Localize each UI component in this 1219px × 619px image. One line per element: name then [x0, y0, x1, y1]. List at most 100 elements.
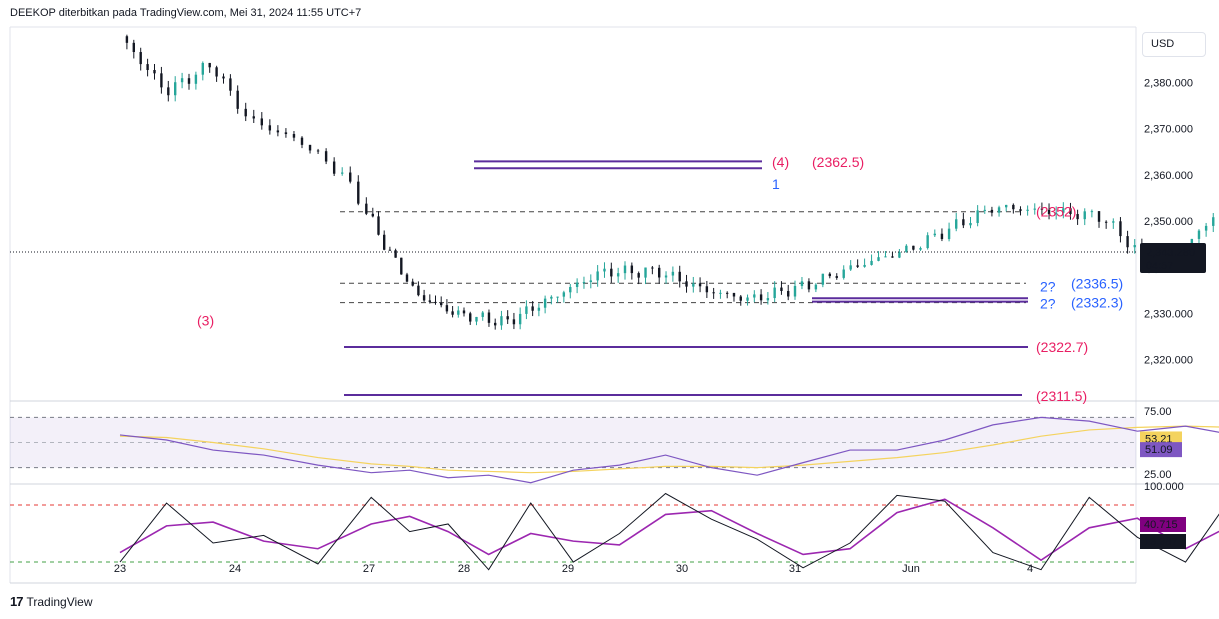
candle-body [732, 292, 736, 297]
candle-body [1126, 236, 1129, 248]
candle-body [705, 286, 709, 293]
candle-body [132, 42, 135, 53]
candle-body [174, 82, 177, 96]
brand-name: TradingView [26, 594, 93, 609]
candle-body [990, 209, 994, 213]
price-tick-label: 2,320.000 [1144, 354, 1193, 366]
candle-body [828, 273, 831, 277]
candle-body [308, 144, 312, 151]
candle-body [252, 116, 255, 119]
stoch-k-line [119, 492, 1219, 571]
candle-body [637, 273, 640, 278]
level-2332-3-wave-label: 2? [1040, 296, 1056, 312]
candle-body [284, 132, 288, 135]
time-tick-label: 23 [114, 563, 126, 575]
candle-body [341, 172, 344, 174]
candle-body [244, 108, 247, 117]
candle-body [332, 161, 336, 174]
candle-body [550, 296, 553, 299]
rsi-line [119, 416, 1219, 484]
candle-body [603, 268, 606, 272]
currency-button[interactable]: USD [1142, 32, 1206, 57]
candle-body [766, 298, 770, 301]
candle-body [1083, 211, 1086, 220]
candle-body [610, 268, 613, 277]
candle-body [582, 281, 586, 283]
candle-body [891, 256, 894, 258]
time-tick-label: 31 [789, 563, 801, 575]
candle-body [411, 281, 414, 286]
candle-body [1033, 208, 1036, 210]
candle-body [856, 265, 859, 267]
candle-body [912, 245, 915, 250]
level-lines [340, 160, 1028, 396]
candle-body [884, 256, 887, 258]
candle-body [405, 274, 409, 282]
candle-body [562, 292, 566, 297]
time-tick-label: 4 [1027, 563, 1033, 575]
candle-body [905, 245, 908, 253]
price-axis[interactable]: 2,320.0002,330.0002,340.0002,350.0002,36… [1144, 77, 1193, 366]
level-2311-5-label: (2311.5) [1036, 388, 1087, 404]
level-2362-5-value: (2362.5) [812, 154, 864, 170]
candle-body [260, 118, 263, 126]
price-tick-label: 2,370.000 [1144, 124, 1193, 136]
candle-body [1133, 245, 1136, 248]
candle-body [1076, 214, 1079, 220]
candle-body [543, 298, 547, 308]
candle-body [139, 52, 142, 65]
candle-body [167, 87, 170, 96]
price-tick-label: 2,330.000 [1144, 308, 1193, 320]
candle-body [422, 295, 426, 301]
candle-body [664, 275, 668, 278]
candle-body [194, 74, 198, 84]
tradingview-logo[interactable]: 17 TradingView [10, 594, 93, 609]
candle-body [1012, 204, 1015, 210]
candle-body [671, 271, 675, 276]
pane-frames [9, 26, 1219, 584]
candle-body [316, 150, 320, 152]
candle-body [512, 319, 516, 325]
candle-body [814, 284, 818, 290]
candle-body [997, 207, 1001, 213]
candle-body [1069, 208, 1072, 215]
candle-body [357, 181, 360, 204]
rsi-ma-line [119, 425, 1219, 474]
candle-body [506, 316, 509, 320]
time-axis[interactable]: 23 24 27 28 29 30 31 Jun 4 [114, 563, 1033, 575]
last-price-tag [1140, 242, 1206, 273]
candle-body [494, 322, 497, 326]
candle-body [531, 306, 534, 311]
price-tick-label: 2,360.000 [1144, 170, 1193, 182]
candle-body [692, 283, 695, 287]
candle-body [428, 300, 431, 302]
candle-body [125, 36, 129, 43]
candle-body [440, 302, 443, 306]
candle-body [1019, 209, 1022, 211]
candle-body [821, 273, 825, 285]
candle-body [685, 281, 688, 287]
candle-body [518, 313, 522, 325]
candle-body [658, 267, 661, 278]
wave-4-label: (4) [772, 154, 789, 170]
candle-body [365, 203, 368, 214]
time-tick-label: 30 [676, 563, 688, 575]
last-price-value: 2,343.280 [1146, 247, 1195, 259]
candle-body [940, 233, 944, 240]
candle-body [644, 267, 647, 278]
candle-body [793, 285, 797, 297]
candle-body [759, 294, 763, 301]
publisher-line: DEEKOP diterbitkan pada TradingView.com,… [10, 7, 362, 19]
candle-body [201, 62, 204, 75]
candle-body [292, 134, 296, 138]
candle-body [208, 62, 211, 68]
candle-body [1062, 208, 1065, 213]
candle-body [236, 90, 239, 109]
candle-body [678, 271, 681, 282]
candle-body [500, 316, 503, 326]
candle-body [616, 273, 620, 277]
candle-body [153, 70, 156, 74]
candle-body [1112, 221, 1115, 223]
candle-body [276, 130, 280, 133]
